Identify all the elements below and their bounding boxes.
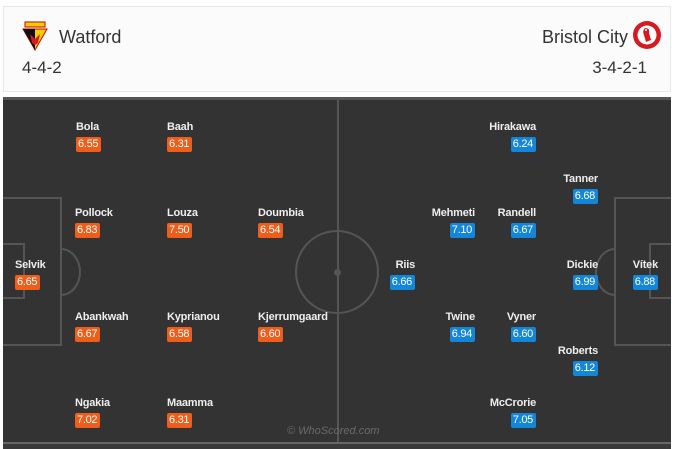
player-rating: 6.66: [389, 275, 415, 290]
player-name: Mehmeti: [431, 207, 475, 219]
left-six-yard-box: [3, 243, 25, 299]
player-home[interactable]: Ngakia 7.02: [75, 397, 110, 428]
player-away[interactable]: Tanner 6.68: [563, 173, 598, 204]
away-team-name[interactable]: Bristol City: [541, 27, 628, 47]
player-rating: 6.31: [167, 413, 193, 428]
player-name: Bola: [76, 121, 100, 133]
player-name: Vítek: [632, 259, 658, 271]
player-name: Vyner: [506, 311, 536, 323]
player-name: Randell: [497, 207, 537, 219]
player-away[interactable]: Randell 6.67: [498, 207, 536, 238]
player-rating: 6.68: [572, 189, 598, 204]
player-rating: 6.54: [258, 223, 284, 238]
home-team-name[interactable]: Watford: [59, 27, 122, 47]
center-spot: [334, 269, 341, 276]
player-home[interactable]: Baah 6.31: [167, 121, 193, 152]
player-rating: 7.10: [449, 223, 475, 238]
player-name: McCrorie: [489, 397, 536, 409]
player-home[interactable]: Pollock 6.83: [75, 207, 113, 238]
player-rating: 6.94: [449, 327, 475, 342]
player-away[interactable]: Hirakawa 6.24: [489, 121, 536, 152]
player-name: Louza: [167, 207, 198, 219]
player-rating: 7.50: [167, 223, 193, 238]
player-away[interactable]: Vítek 6.88: [633, 259, 658, 290]
player-rating: 7.02: [75, 413, 101, 428]
player-away[interactable]: Riis 6.66: [389, 259, 416, 290]
home-formation: 4-4-2: [22, 58, 62, 77]
player-rating: 6.60: [510, 327, 536, 342]
away-formation: 3-4-2-1: [592, 58, 647, 77]
player-home[interactable]: Bola 6.55: [76, 121, 102, 152]
player-name: Doumbia: [258, 207, 304, 219]
player-name: Selvik: [15, 259, 46, 271]
player-rating: 6.65: [15, 275, 41, 290]
player-rating: 6.24: [510, 137, 536, 152]
player-rating: 7.05: [510, 413, 536, 428]
player-name: Tanner: [563, 173, 598, 185]
player-name: Abankwah: [75, 311, 129, 323]
player-name: Dickie: [566, 259, 598, 271]
player-rating: 6.99: [572, 275, 598, 290]
player-home[interactable]: Doumbia 6.54: [258, 207, 304, 238]
player-name: Twine: [445, 311, 476, 323]
right-six-yard-box: [649, 243, 671, 299]
bristol-city-crest-icon: [633, 21, 661, 49]
player-away[interactable]: Twine 6.94: [446, 311, 475, 342]
player-rating: 6.12: [572, 361, 598, 376]
player-name: Roberts: [557, 345, 598, 357]
player-rating: 6.58: [167, 327, 193, 342]
player-rating: 6.31: [167, 137, 193, 152]
watford-crest-icon: [22, 21, 48, 51]
player-rating: 6.55: [76, 137, 102, 152]
player-rating: 6.67: [75, 327, 101, 342]
center-circle: [295, 230, 379, 314]
pitch: Bola 6.55 Baah 6.31 Pollock 6.83 Louza 7…: [3, 97, 671, 449]
player-home[interactable]: Abankwah 6.67: [75, 311, 129, 342]
right-penalty-box: [614, 197, 671, 346]
player-name: Maamma: [167, 397, 213, 409]
player-away[interactable]: Roberts 6.12: [558, 345, 598, 376]
player-rating: 6.60: [258, 327, 284, 342]
player-home[interactable]: Selvik 6.65: [15, 259, 46, 290]
player-away[interactable]: Mehmeti 7.10: [432, 207, 475, 238]
player-home[interactable]: Kjerrumgaard 6.60: [258, 311, 328, 342]
player-home[interactable]: Maamma 6.31: [167, 397, 213, 428]
player-away[interactable]: McCrorie 7.05: [490, 397, 536, 428]
player-name: Baah: [167, 121, 194, 133]
player-home[interactable]: Louza 7.50: [167, 207, 198, 238]
player-rating: 6.67: [510, 223, 536, 238]
whoscored-watermark: © WhoScored.com: [287, 425, 380, 437]
player-name: Riis: [395, 259, 416, 271]
player-home[interactable]: Kyprianou 6.58: [167, 311, 220, 342]
player-name: Pollock: [75, 207, 113, 219]
player-away[interactable]: Dickie 6.99: [567, 259, 598, 290]
player-name: Ngakia: [75, 397, 110, 409]
match-header: Watford 4-4-2 Bristol City 3-4-2-1: [3, 6, 671, 92]
player-rating: 6.88: [632, 275, 658, 290]
pitch-bottom-border: [3, 442, 671, 449]
player-name: Hirakawa: [489, 121, 536, 133]
player-name: Kjerrumgaard: [258, 311, 328, 323]
player-away[interactable]: Vyner 6.60: [507, 311, 536, 342]
player-name: Kyprianou: [167, 311, 220, 323]
player-rating: 6.83: [75, 223, 101, 238]
